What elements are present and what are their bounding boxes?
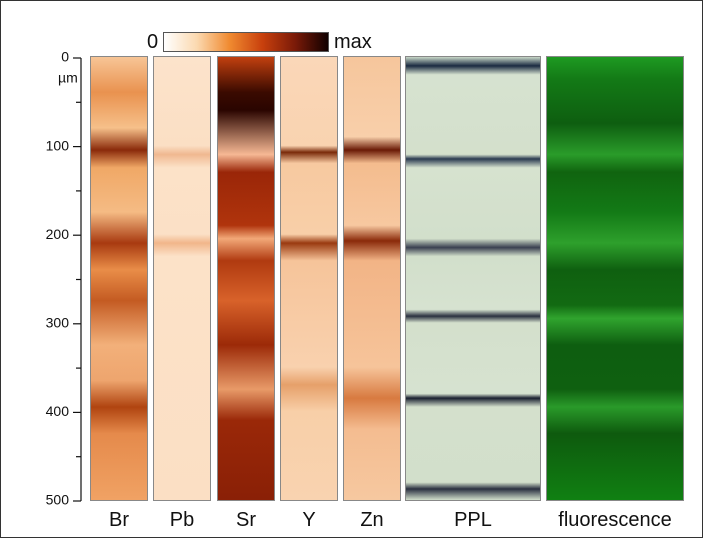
zn-map [343, 56, 401, 501]
y-tick-label: 100 [46, 137, 70, 153]
panel-label: Y [302, 509, 316, 531]
colorbar [163, 32, 329, 52]
panel-label: fluorescence [558, 509, 672, 531]
y-tick-label: 200 [46, 226, 70, 242]
y-tick-label: 500 [46, 492, 70, 508]
fluorescence-image [546, 56, 684, 501]
pb-map [153, 56, 211, 501]
y-map [280, 56, 338, 501]
sr-map [217, 56, 275, 501]
axis-unit: µm [58, 70, 78, 86]
y-tick-label: 0 [61, 49, 69, 65]
panel-label: PPL [454, 509, 492, 531]
y-tick-label: 400 [46, 403, 70, 419]
br-map [90, 56, 148, 501]
panel-label: Zn [360, 509, 384, 531]
panel-label: Br [109, 509, 129, 531]
colorbar-min: 0 [147, 31, 159, 53]
ppl-image [405, 56, 541, 501]
panel-label: Sr [236, 509, 256, 531]
y-tick-label: 300 [46, 315, 70, 331]
panel-label: Pb [169, 509, 195, 531]
colorbar-max: max [334, 31, 372, 53]
